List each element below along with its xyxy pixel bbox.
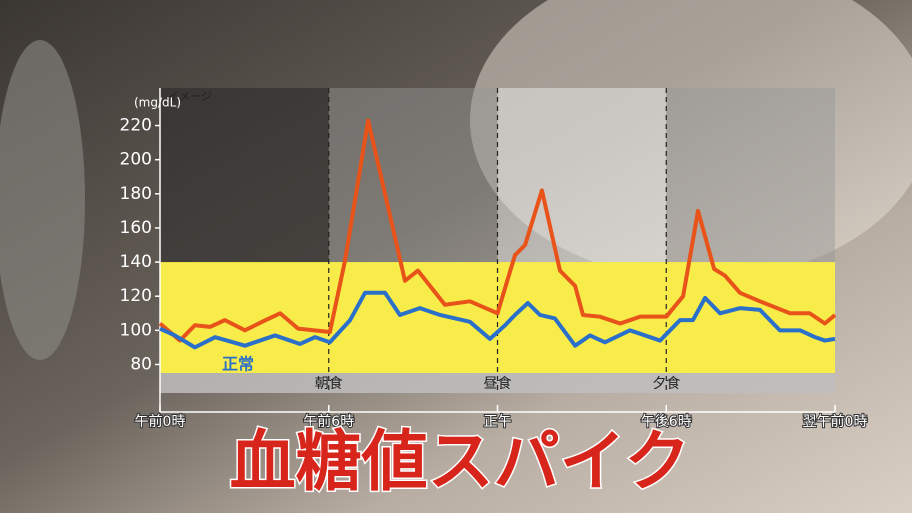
y-tick-label: 220 [120, 116, 152, 136]
x-tick-label: 午後6時 [641, 414, 692, 430]
y-tick-label: 180 [120, 184, 152, 204]
blur-object [0, 40, 85, 360]
note: イメージ [168, 90, 212, 103]
x-tick-label: 正午 [484, 414, 512, 430]
meal-label: 夕食 [652, 375, 680, 392]
series-line [159, 290, 836, 350]
meal-label: 昼食 [484, 375, 512, 392]
y-tick-label: 200 [120, 150, 152, 170]
x-tick-label: 午前6時 [303, 413, 354, 430]
x-tick-label: 午前0時 [135, 413, 186, 430]
y-unit: (mg/dL) [134, 96, 181, 110]
title: 血糖値スパイク [230, 423, 691, 500]
series-line [158, 118, 837, 343]
y-tick-label: 160 [120, 218, 152, 238]
y-tick-label: 100 [120, 320, 152, 340]
y-tick-label: 80 [130, 354, 152, 374]
meal-label: 朝食 [315, 375, 343, 392]
plot: 80 100 120 140 160 180 200 220 午前0時 午前6時 正午 午後6時 翌午前… [120, 88, 868, 431]
legend-label: 正常 [222, 355, 254, 374]
y-tick-label: 120 [120, 286, 152, 306]
y-tick-label: 140 [120, 252, 152, 272]
x-tick-label: 翌午前0時 [803, 413, 868, 430]
